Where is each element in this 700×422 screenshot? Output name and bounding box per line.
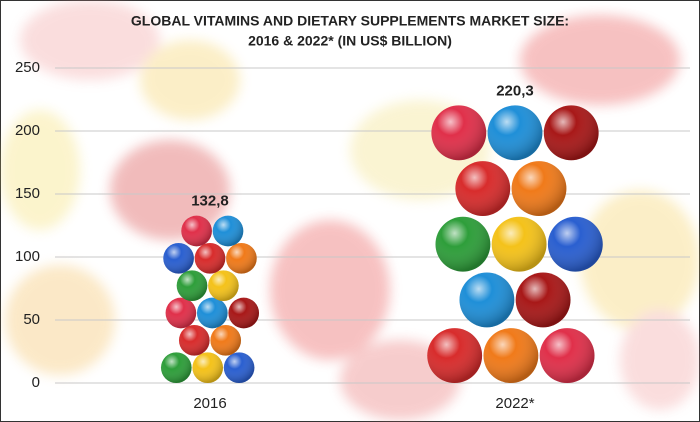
vitamin-ball-shine	[539, 328, 595, 384]
vitamin-ball-shine	[192, 352, 224, 384]
vitamin-ball-shine	[431, 105, 487, 161]
chart-title: 2016 & 2022* (IN US$ BILLION)	[248, 33, 452, 49]
vitamin-ball-shine	[547, 216, 603, 272]
value-label: 220,3	[496, 82, 534, 99]
vitamin-ball-shine	[515, 272, 571, 328]
bar-group	[427, 105, 603, 384]
value-label: 132,8	[191, 193, 229, 210]
vitamin-ball-shine	[483, 328, 539, 384]
vitamin-ball-shine	[194, 243, 226, 274]
vitamin-ball-shine	[181, 215, 212, 247]
vitamin-ball-shine	[427, 328, 483, 384]
vitamin-ball-shine	[196, 297, 228, 329]
vitamin-ball-shine	[163, 243, 194, 274]
vitamin-ball-shine	[435, 216, 491, 272]
y-tick-label: 100	[15, 248, 40, 265]
vitamin-ball-shine	[491, 216, 547, 272]
y-tick-label: 50	[23, 311, 40, 328]
vitamin-ball-shine	[212, 215, 244, 247]
vitamin-ball-shine	[487, 105, 543, 161]
x-tick-label: 2016	[193, 395, 226, 412]
vitamin-ball-shine	[208, 270, 239, 301]
vitamin-ball-shine	[459, 272, 515, 328]
vitamin-ball-shine	[178, 325, 210, 356]
y-tick-label: 250	[15, 59, 40, 76]
vitamin-ball-shine	[223, 352, 255, 384]
chart-title: GLOBAL VITAMINS AND DIETARY SUPPLEMENTS …	[131, 13, 569, 29]
y-tick-label: 150	[15, 185, 40, 202]
vitamin-ball-shine	[160, 352, 192, 384]
vitamin-ball-shine	[511, 161, 567, 216]
vitamin-ball-shine	[455, 161, 511, 216]
vitamin-ball-shine	[176, 270, 208, 301]
bar-group	[160, 215, 260, 384]
vitamin-ball-shine	[228, 297, 260, 329]
vitamin-ball-shine	[165, 297, 197, 329]
x-tick-label: 2022*	[495, 395, 534, 412]
vitamin-ball-shine	[226, 243, 257, 274]
vitamin-ball-shine	[210, 325, 242, 356]
vitamin-ball-shine	[543, 105, 599, 161]
y-tick-label: 200	[15, 122, 40, 139]
y-tick-label: 0	[32, 374, 40, 391]
